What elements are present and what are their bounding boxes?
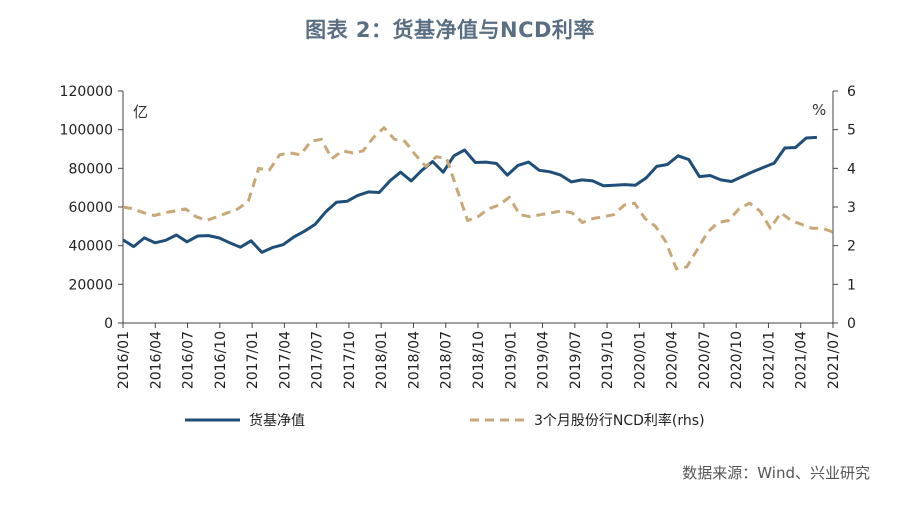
left-axis-unit: 亿 xyxy=(133,103,148,121)
x-tick-label: 2018/01 xyxy=(374,331,390,389)
x-tick-label: 2018/04 xyxy=(406,331,422,389)
x-tick-label: 2016/10 xyxy=(213,331,229,389)
y-tick-label-left: 60000 xyxy=(68,200,113,216)
series-line-fund-nav xyxy=(122,135,817,254)
x-tick-label: 2019/01 xyxy=(503,331,519,389)
x-tick-label: 2021/07 xyxy=(826,331,842,389)
x-tick-label: 2020/04 xyxy=(665,331,681,389)
x-tick-label: 2017/10 xyxy=(342,331,358,389)
y-tick-label-left: 20000 xyxy=(68,277,113,293)
x-tick-label: 2016/01 xyxy=(116,331,132,389)
y-tick-label-right: 2 xyxy=(847,239,856,255)
x-tick-label: 2016/04 xyxy=(148,331,164,389)
x-tick-label: 2021/01 xyxy=(761,331,777,389)
plot-area xyxy=(122,126,834,271)
x-tick-label: 2018/10 xyxy=(471,331,487,389)
x-tick-label: 2016/07 xyxy=(181,331,197,389)
x-tick-label: 2019/07 xyxy=(568,331,584,389)
legend: 货基净值 3个月股份行NCD利率(rhs) xyxy=(185,412,705,429)
y-tick-label-right: 0 xyxy=(847,316,856,332)
y-tick-label-right: 5 xyxy=(847,123,856,139)
x-tick-label: 2018/07 xyxy=(439,331,455,389)
x-tick-label: 2017/01 xyxy=(245,331,261,389)
y-tick-label-right: 6 xyxy=(847,84,856,100)
x-tick-label: 2020/10 xyxy=(729,331,745,389)
x-tick-label: 2017/04 xyxy=(277,331,293,389)
x-tick-label: 2020/01 xyxy=(632,331,648,389)
right-axis-unit: % xyxy=(812,101,826,119)
y-tick-label-right: 4 xyxy=(847,161,856,177)
y-tick-label-left: 100000 xyxy=(60,123,113,139)
y-tick-label-right: 3 xyxy=(847,200,856,216)
x-tick-label: 2017/07 xyxy=(310,331,326,389)
x-tick-label: 2019/10 xyxy=(600,331,616,389)
x-tick-label: 2019/04 xyxy=(536,331,552,389)
axes: 0 20000 40000 60000 80000 100000 120000 0 1 2 3 4 5 6… xyxy=(60,84,856,389)
legend-item-fund-nav: 货基净值 xyxy=(185,412,305,429)
chart-title: 图表 2：货基净值与NCD利率 xyxy=(305,18,595,42)
y-tick-label-left: 0 xyxy=(104,316,113,332)
legend-label: 货基净值 xyxy=(249,412,305,429)
x-tick-label: 2020/07 xyxy=(697,331,713,389)
legend-label: 3个月股份行NCD利率(rhs) xyxy=(534,412,705,429)
legend-item-ncd-rate: 3个月股份行NCD利率(rhs) xyxy=(470,412,705,429)
source-note: 数据来源：Wind、兴业研究 xyxy=(682,464,870,482)
y-tick-label-left: 120000 xyxy=(60,84,113,100)
x-tick-label: 2021/04 xyxy=(794,331,810,389)
y-tick-label-right: 1 xyxy=(847,277,856,293)
series-line-ncd-rate xyxy=(122,126,834,271)
y-tick-label-left: 80000 xyxy=(68,161,113,177)
y-tick-label-left: 40000 xyxy=(68,239,113,255)
